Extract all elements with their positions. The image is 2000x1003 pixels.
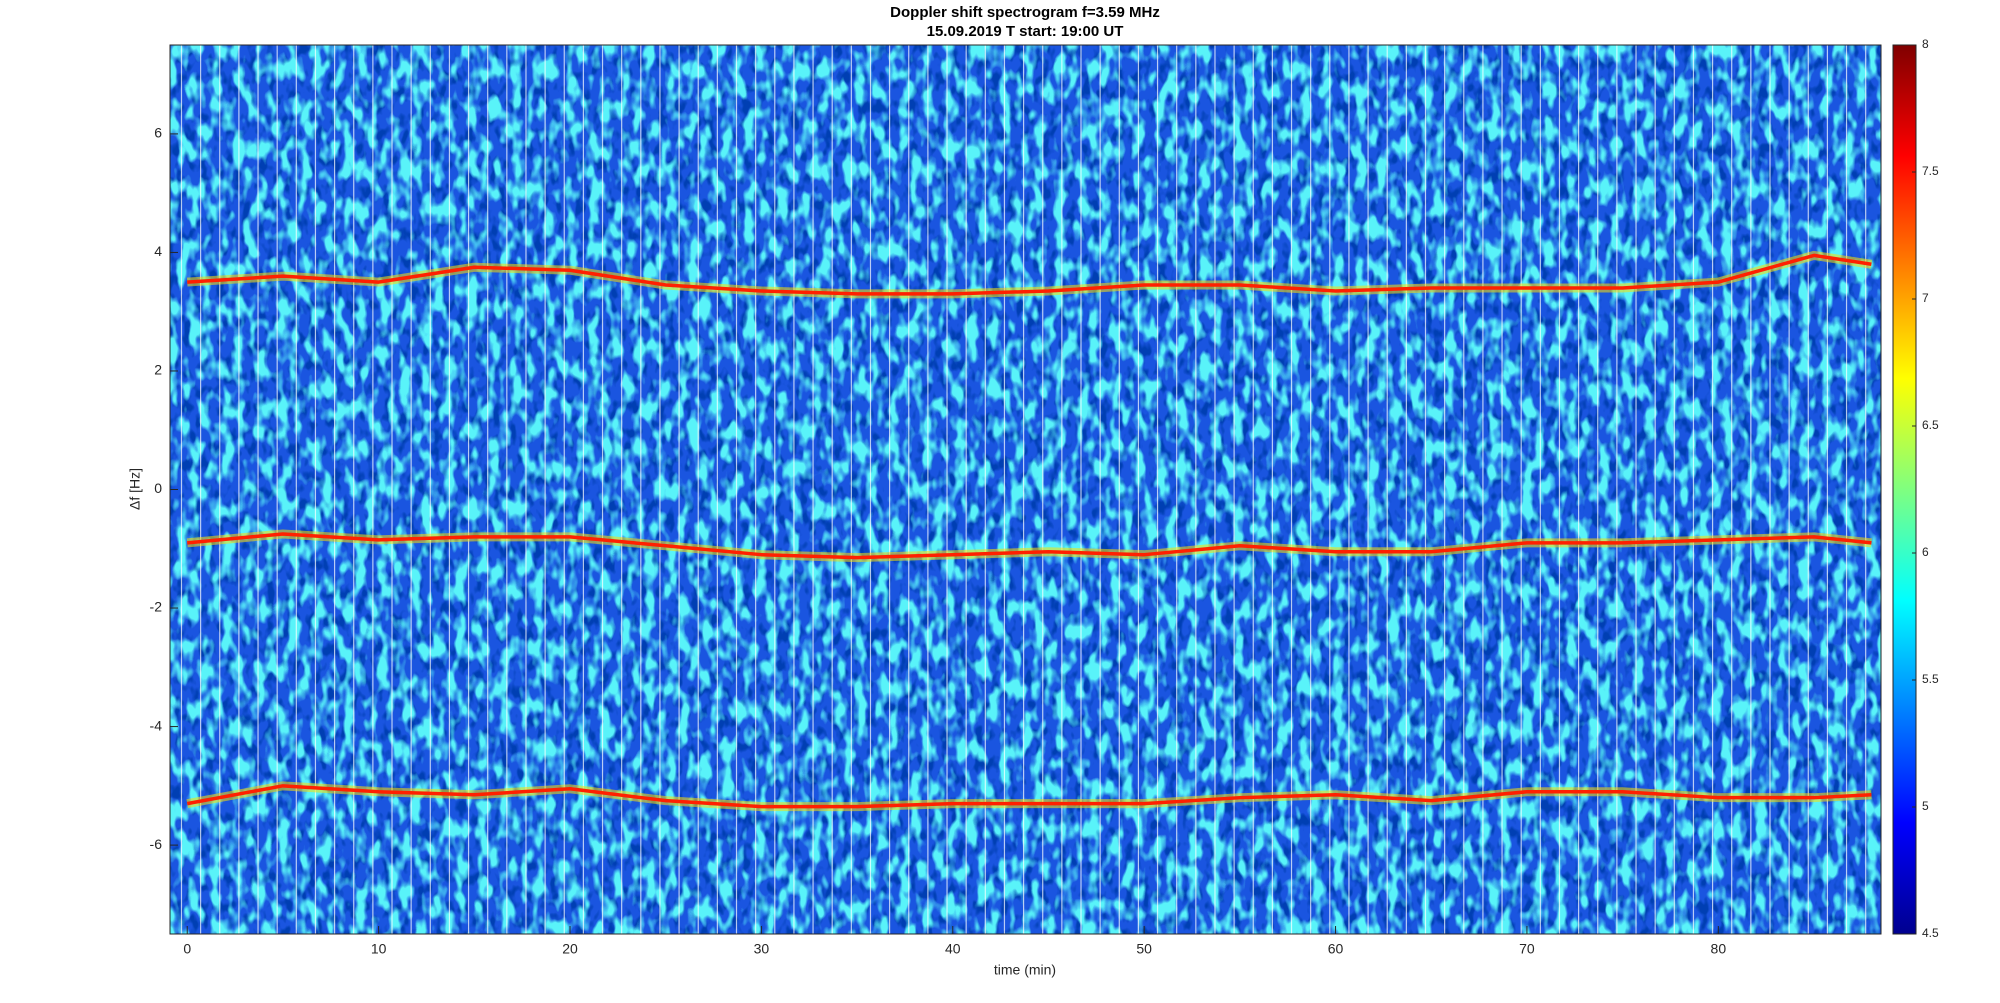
x-tick-label: 10 bbox=[371, 941, 387, 957]
x-axis-label: time (min) bbox=[994, 962, 1056, 978]
x-tick-label: 0 bbox=[183, 941, 191, 957]
y-tick-label: -4 bbox=[150, 717, 163, 733]
colorbar-tick-label: 5 bbox=[1922, 799, 1929, 813]
y-tick-label: -6 bbox=[150, 836, 163, 852]
colorbar-tick-label: 6.5 bbox=[1922, 418, 1939, 432]
y-axis-label: Δf [Hz] bbox=[127, 468, 143, 510]
trace bbox=[187, 532, 1872, 560]
chart-subtitle: 15.09.2019 T start: 19:00 UT bbox=[927, 23, 1124, 40]
x-tick-label: 70 bbox=[1519, 941, 1535, 957]
spectrogram-background bbox=[170, 45, 1881, 934]
trace bbox=[187, 253, 1872, 296]
x-tick-label: 80 bbox=[1711, 941, 1727, 957]
colorbar-tick-label: 7.5 bbox=[1922, 164, 1939, 178]
colorbar-tick-label: 5.5 bbox=[1922, 672, 1939, 686]
colorbar-tick-label: 8 bbox=[1922, 37, 1929, 51]
trace bbox=[186, 784, 1872, 809]
colorbar bbox=[1892, 44, 1917, 935]
colorbar-tick-label: 6 bbox=[1922, 545, 1929, 559]
x-tick-label: 30 bbox=[754, 941, 770, 957]
colorbar-tick-label: 4.5 bbox=[1922, 926, 1939, 940]
chart-title: Doppler shift spectrogram f=3.59 MHz bbox=[890, 4, 1160, 21]
y-tick-label: 6 bbox=[154, 125, 162, 141]
y-tick-label: 2 bbox=[154, 362, 162, 378]
colorbar-tick-label: 7 bbox=[1922, 291, 1929, 305]
y-tick-label: 0 bbox=[154, 480, 162, 496]
y-tick-label: 4 bbox=[154, 243, 162, 259]
y-tick-label: -2 bbox=[150, 599, 163, 615]
x-tick-label: 60 bbox=[1328, 941, 1344, 957]
x-tick-label: 20 bbox=[562, 941, 578, 957]
plot-area bbox=[180, 45, 1873, 934]
x-tick-label: 40 bbox=[945, 941, 961, 957]
x-tick-label: 50 bbox=[1136, 941, 1152, 957]
